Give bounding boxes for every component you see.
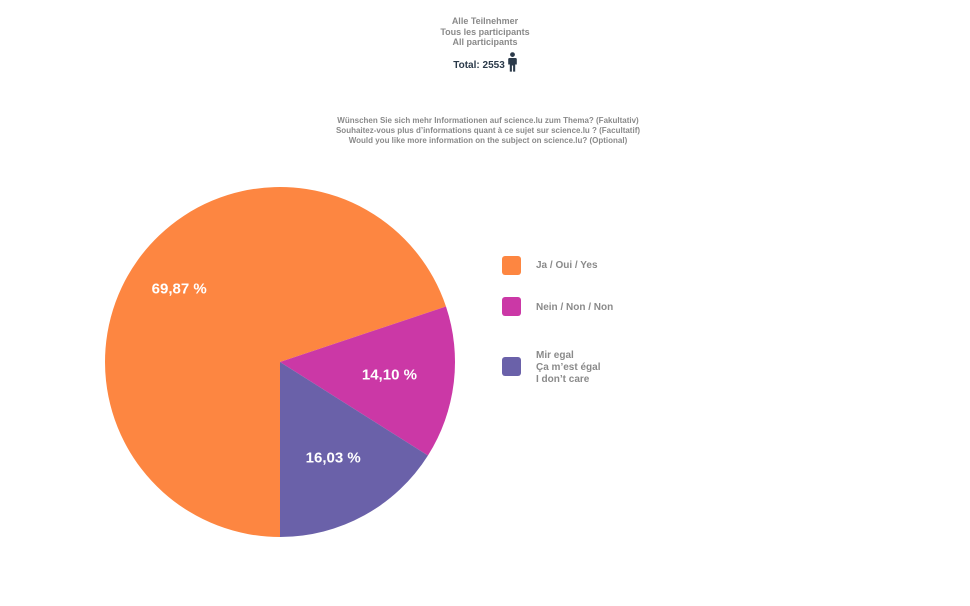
- total-count: Total: 2553: [0, 52, 970, 72]
- header-line-en: All participants: [452, 37, 518, 47]
- question-line-fr: Souhaitez-vous plus d’informations quant…: [335, 126, 641, 135]
- pie-slice-dont-care: [280, 362, 428, 537]
- pie-label-dont-care: 16,03 %: [306, 450, 361, 467]
- header-line-de: Alle Teilnehmer: [451, 16, 519, 26]
- legend-label-no: Nein / Non / Non: [536, 302, 614, 313]
- population-header: Alle Teilnehmer Tous les participants Al…: [0, 16, 970, 48]
- legend-item-no: Nein / Non / Non: [502, 297, 613, 316]
- legend-swatch-dont-care: [502, 357, 521, 376]
- legend-swatch-yes: [502, 256, 521, 275]
- pie-label-yes: 69,87 %: [152, 280, 207, 297]
- question-line-de: Wünschen Sie sich mehr Informationen auf…: [337, 116, 639, 125]
- header-line-fr: Tous les participants: [440, 26, 530, 37]
- total-label: Total: 2553: [453, 60, 505, 71]
- pie-slice-no: [280, 306, 456, 456]
- pie-slice-yes: [105, 187, 446, 538]
- legend-label-yes: Ja / Oui / Yes: [536, 260, 598, 271]
- question-line-en: Would you like more information on the s…: [348, 136, 628, 145]
- legend-swatch-no: [502, 297, 521, 316]
- pie-label-no: 14,10 %: [362, 366, 417, 383]
- legend-item-yes: Ja / Oui / Yes: [502, 256, 598, 275]
- person-icon: [507, 52, 517, 72]
- legend-item-dont-care: Mir egal Ça m’est égal I don’t care: [502, 350, 600, 386]
- legend-label-dont-care: Mir egal Ça m’est égal I don’t care: [536, 350, 601, 385]
- question-text: Wünschen Sie sich mehr Informationen auf…: [0, 116, 970, 146]
